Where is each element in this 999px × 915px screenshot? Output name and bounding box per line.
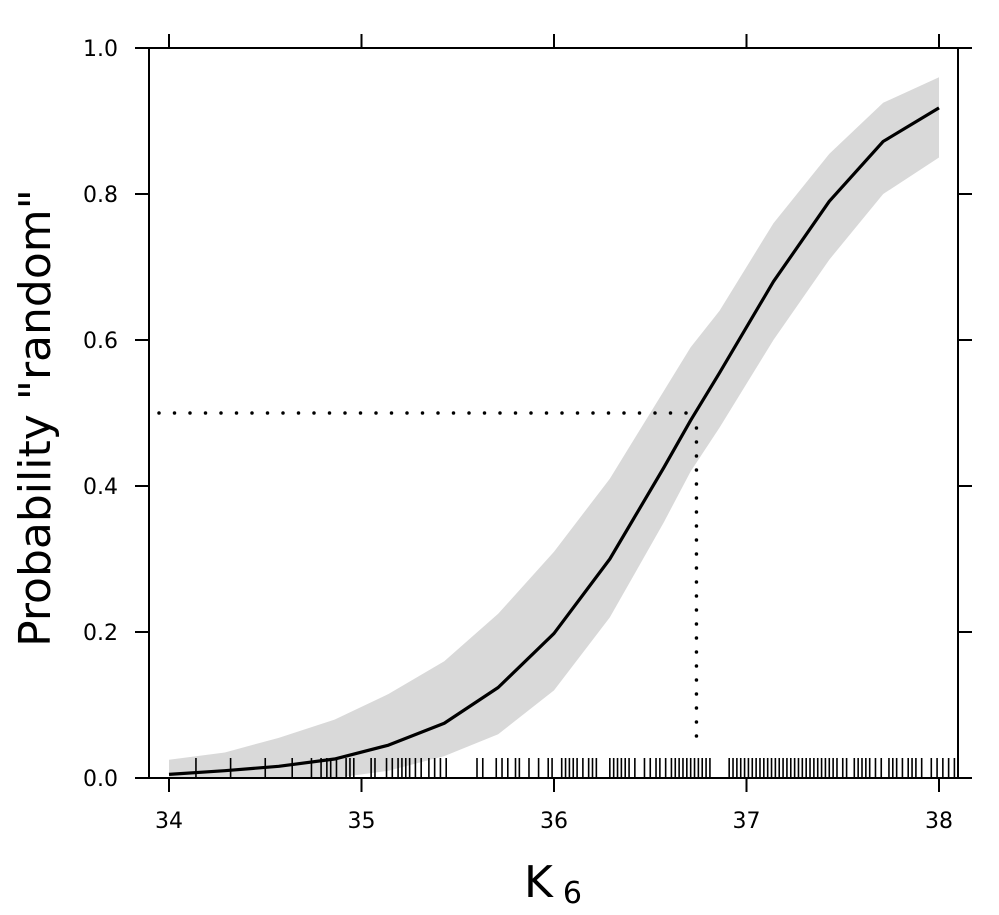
confidence-band [169,77,939,778]
x-tick-label: 37 [733,809,761,834]
y-axis-title: Probability "random" [10,189,61,647]
x-tick-label: 36 [540,809,568,834]
y-tick-label: 1.0 [83,37,118,62]
y-tick-label: 0.6 [83,329,118,354]
x-tick-label: 38 [925,809,953,834]
x-tick-label: 35 [348,809,376,834]
y-tick-label: 0.0 [83,767,118,792]
ticks-layer: 34 35 36 37 38 0.0 0.2 0.4 0.6 0.8 1.0 [83,34,972,834]
rug-layer [195,758,956,778]
y-tick-label: 0.4 [83,475,118,500]
y-tick-label: 0.8 [83,183,118,208]
x-axis-title-subscript: 6 [563,876,582,911]
x-axis-title-main: K [524,857,554,908]
series-line-layer [168,106,940,776]
reference-lines-layer [157,411,699,747]
confidence-band-layer [169,77,939,778]
series-line-0 [168,106,940,776]
y-tick-label: 0.2 [83,621,118,646]
x-tick-label: 34 [155,809,183,834]
